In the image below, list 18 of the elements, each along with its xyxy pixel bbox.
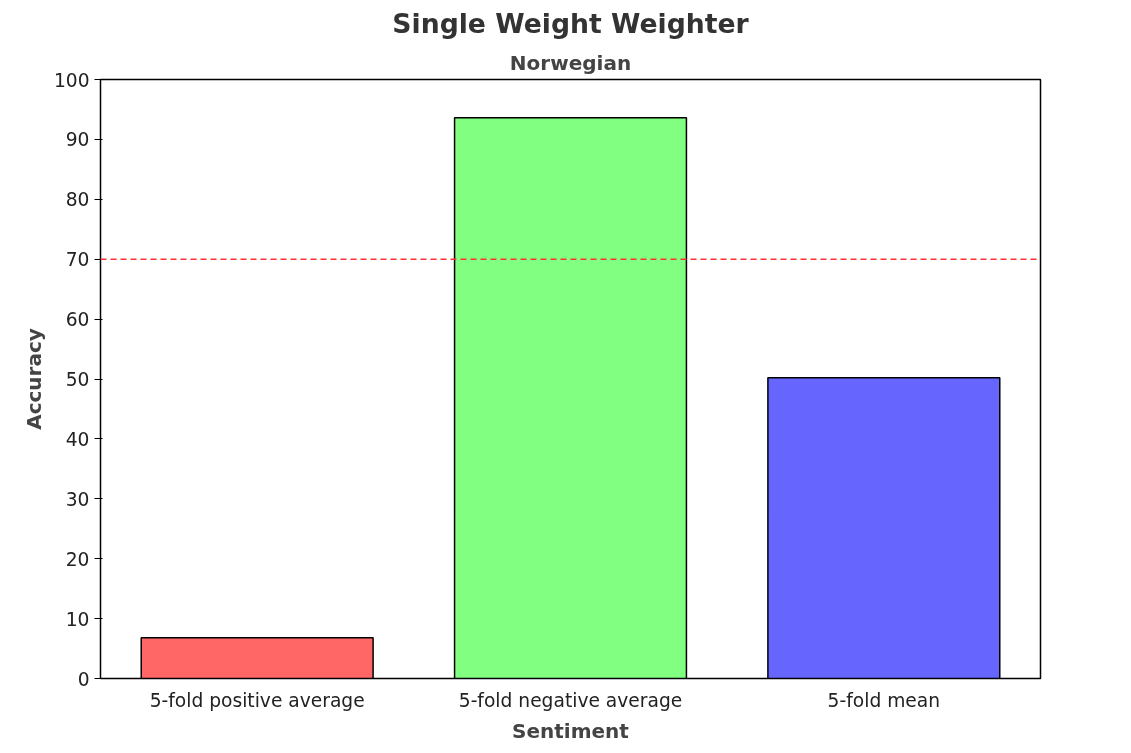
x-axis-title: Sentiment bbox=[512, 718, 630, 743]
y-tick-label: 60 bbox=[65, 309, 90, 331]
y-tick-label: 0 bbox=[77, 668, 90, 690]
x-tick-label: 5-fold mean bbox=[827, 689, 941, 711]
y-tick-label: 100 bbox=[53, 69, 90, 91]
x-tick-label: 5-fold positive average bbox=[149, 689, 365, 711]
y-tick-label: 50 bbox=[65, 369, 90, 390]
y-tick-label: 70 bbox=[65, 249, 90, 271]
y-tick-label: 80 bbox=[65, 189, 90, 211]
x-tick-label: 5-fold negative average bbox=[458, 689, 683, 711]
y-tick-label: 20 bbox=[65, 548, 90, 570]
y-tick-label: 90 bbox=[65, 129, 90, 151]
chart-title: Single Weight Weighter bbox=[392, 7, 750, 39]
y-tick-label: 40 bbox=[65, 428, 90, 450]
y-tick-label: 30 bbox=[65, 488, 90, 510]
y-tick-label: 10 bbox=[65, 608, 90, 630]
y-axis-title: Accuracy bbox=[21, 328, 46, 430]
chart-subtitle: Norwegian bbox=[509, 50, 632, 75]
